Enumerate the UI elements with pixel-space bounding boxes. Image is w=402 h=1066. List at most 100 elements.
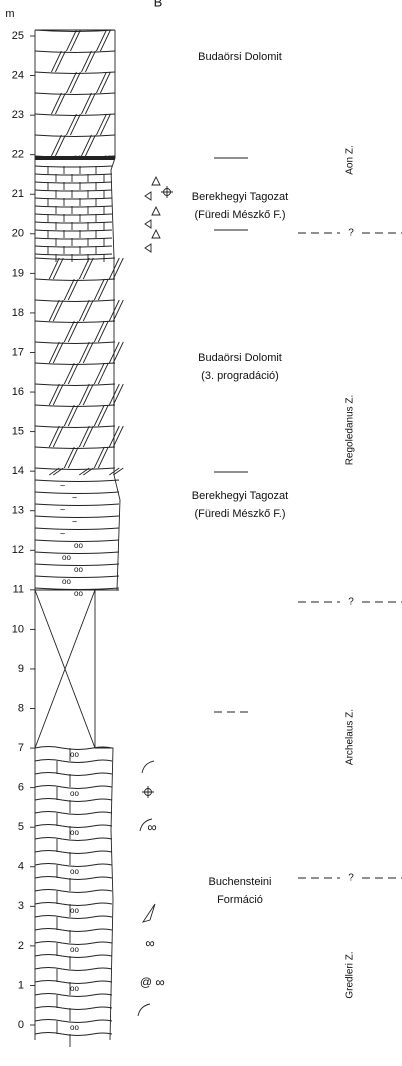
dolomite-slash [113,426,123,447]
formation-label: (Füredi Mészkő F.) [194,209,285,221]
dolomite-slash [64,321,74,342]
tick-label: 21 [12,188,24,200]
belemnite-symbol [143,904,155,922]
formation-label: Buchensteini [209,876,272,888]
zone-label: Archelaus Z. [345,709,356,765]
bed [35,877,112,880]
tick-label: 19 [12,267,24,279]
dolomite-slash [53,258,63,279]
bed [35,760,112,763]
tick-label: 13 [12,505,24,517]
bed [35,279,115,281]
tick-label: 5 [18,821,24,833]
bed [35,1007,112,1010]
dolomite-slash [53,300,63,321]
nodule-sign: oo [70,828,79,837]
dolomite-slash [55,135,65,156]
zone-boundary-label: ? [348,597,354,608]
formation-label: Berekhegyi Tagozat [192,490,288,502]
tick-label: 9 [18,663,24,675]
dolomite-slash [85,93,95,114]
dolomite-slash [70,114,80,135]
bed [35,504,119,506]
nodule-sign: oo [62,577,71,586]
formation-label: (3. progradáció) [201,370,279,382]
dolomite-slash [66,114,76,135]
tick-label: 25 [12,30,24,42]
dolomite-slash [49,384,59,405]
bed [35,214,112,215]
bed [35,230,112,231]
dolomite-slash [66,72,76,93]
tick-label: 17 [12,346,24,358]
dolomite-slash [64,363,74,384]
dolomite-slash [100,30,110,51]
bed [35,576,119,578]
dolomite-slash [53,384,63,405]
nodule-sign: oo [70,789,79,798]
dolomite-slash [94,321,104,342]
tick-label: 11 [13,584,24,596]
dolomite-slash [85,135,95,156]
triangle-symbol [145,244,151,252]
dolomite-slash [49,258,59,279]
bed [35,903,112,906]
dolomite-slash [94,279,104,300]
dolomite-slash [64,447,74,468]
bed [35,363,115,365]
dolomite-slash [83,342,93,363]
dolomite-slash [98,363,108,384]
crinoid-cross [161,186,173,198]
bed [35,942,112,945]
dolomite-slash [98,321,108,342]
tick-label: 16 [12,386,24,398]
dolomite-slash [53,426,63,447]
dolomite-slash [68,405,78,426]
formation-label: Berekhegyi Tagozat [192,191,288,203]
bed [35,468,115,470]
formation-label: Budaörsi Dolomit [198,352,282,364]
nodule-sign: oo [70,906,79,915]
bed [35,254,112,255]
tick-label: 15 [12,426,24,438]
dolomite-slash [70,72,80,93]
tick-label: 14 [12,465,24,477]
triangle-symbol [152,207,160,215]
marl-sign: ~ [60,480,65,490]
dolomite-slash [113,342,123,363]
bed [35,447,115,449]
dolomite-slash [83,426,93,447]
zone-boundary-label: ? [348,873,354,884]
ammonite-symbol: @ [140,975,152,989]
tick-label: 23 [12,109,24,121]
bed [35,1033,112,1036]
tick-label: 20 [12,228,24,240]
dolomite-slash [79,300,89,321]
marl-sign: ~ [60,528,65,538]
zone-label: Regoledanus Z. [345,395,356,466]
bed [35,812,112,815]
dolomite-slash [98,279,108,300]
tick-label: 7 [18,742,24,754]
bivalve-symbol: ∞ [155,974,164,989]
bed [35,300,115,302]
bed [35,799,112,802]
dolomite-slash [55,51,65,72]
nodule-sign: oo [74,589,83,598]
dolomite-slash [98,447,108,468]
bed [35,206,112,207]
bed [35,968,112,971]
bed [35,246,112,247]
bed [35,258,115,260]
marl-sign: ~ [72,516,77,526]
bed [35,93,115,95]
bed [35,51,115,53]
triangle-symbol [145,192,151,200]
bed [35,981,112,984]
bed [35,994,112,997]
bed [35,955,112,958]
dolomite-slash [81,93,91,114]
dolomite-slash [55,93,65,114]
zone-label: Gredleri Z. [345,951,356,998]
